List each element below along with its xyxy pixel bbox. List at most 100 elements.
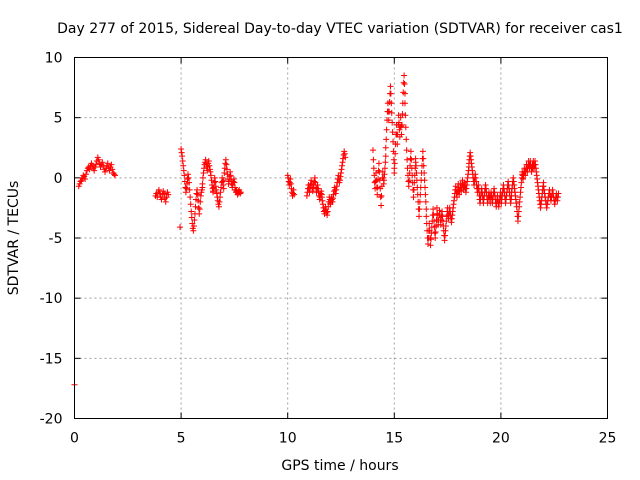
data-point [207,168,214,175]
data-point [416,213,423,220]
data-point [306,189,313,196]
data-point [223,166,230,173]
data-point [551,201,558,208]
data-point [161,190,168,197]
data-point [197,192,204,199]
data-point [227,168,234,175]
data-point [338,166,345,173]
data-point [217,189,224,196]
data-point [207,172,214,179]
y-tick-label: -5 [49,231,63,247]
data-point [213,190,220,197]
data-point [204,167,211,174]
data-point [324,212,331,219]
data-point [413,162,420,169]
x-tick-label: 10 [279,431,297,447]
data-points [71,72,562,388]
data-point [400,79,407,86]
data-point [318,194,325,201]
data-point [104,160,111,167]
data-point [333,186,340,193]
data-point [221,170,228,177]
data-point [197,198,204,205]
data-point [549,186,556,193]
y-tick-label: 0 [54,171,63,187]
data-point [374,191,381,198]
x-axis-label: GPS time / hours [281,458,398,474]
data-point [402,124,409,131]
data-point [80,172,87,179]
y-tick-label: 10 [45,51,63,67]
data-point [202,156,209,163]
data-point [186,186,193,193]
data-point [308,177,315,184]
data-point [543,204,550,211]
data-point [212,183,219,190]
data-point [179,153,186,160]
data-point [386,108,393,115]
data-point [180,162,187,169]
data-point [341,150,348,157]
data-point [332,190,339,197]
data-point [370,165,377,172]
data-point [179,157,186,164]
chart-title: Day 277 of 2015, Sidereal Day-to-day VTE… [57,21,623,37]
data-point [182,189,189,196]
data-point [391,160,398,167]
data-point [430,218,437,225]
data-point [339,159,346,166]
data-point [427,242,434,249]
data-point [77,178,84,185]
data-point [432,235,439,241]
data-point [381,177,388,184]
data-point [178,149,185,156]
data-point [188,208,195,215]
data-point [91,167,98,174]
data-point [92,161,99,168]
data-point [303,192,310,199]
data-point [220,182,227,189]
data-point [401,72,408,79]
data-point [222,156,229,163]
data-point [544,201,551,208]
y-axis-label: SDTVAR / TECUs [6,181,22,296]
data-point [382,153,389,160]
data-point [196,210,203,217]
data-point [405,183,412,190]
data-point [420,155,427,162]
data-point [112,172,119,179]
data-point [102,168,109,175]
data-point [385,117,392,124]
data-point [183,185,190,192]
data-point [399,111,406,118]
data-point [165,191,172,198]
data-point [222,160,229,167]
data-point [201,165,208,172]
data-point [427,235,434,241]
data-point [412,155,419,162]
x-tick-label: 15 [385,431,403,447]
y-tick-label: 5 [54,111,63,127]
data-point [182,184,189,191]
data-point [177,224,184,231]
data-point [378,192,385,199]
data-point [162,198,169,205]
grid-lines [74,57,608,419]
data-point [287,176,294,183]
data-point [403,147,410,154]
data-point [217,194,224,201]
data-point [401,100,408,107]
data-point [185,174,192,181]
data-point [388,100,395,107]
data-point [421,170,428,177]
data-point [311,174,318,181]
x-tick-label: 20 [492,431,510,447]
data-point [290,190,297,197]
data-point [540,183,547,190]
data-point [390,156,397,163]
data-point [413,170,420,177]
data-point [377,194,384,201]
data-point [210,189,217,196]
data-point [382,159,389,166]
